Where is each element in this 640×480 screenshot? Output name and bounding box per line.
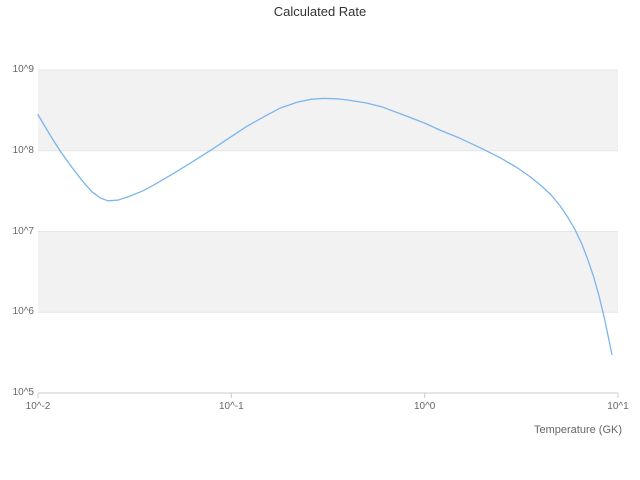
y-axis-tick-label: 10^8 [12,144,34,156]
x-axis-tick-label: 10^-2 [25,401,51,412]
x-axis-title: Temperature (GK) [533,424,622,436]
rate-line [37,97,613,356]
y-axis-tick-label: 10^7 [12,225,34,237]
grid-band [38,70,618,151]
grid-band [38,231,618,313]
y-axis-tick-label: 10^9 [12,64,34,75]
x-axis-tick-label: 10^1 [607,401,629,412]
y-axis-tick-label: 10^6 [12,306,34,318]
x-axis-tick-label: 10^-1 [218,401,244,412]
chart-title: Calculated Rate [273,4,367,19]
y-axis-tick-label: 10^5 [12,387,34,398]
x-axis-tick-label: 10^0 [413,401,436,412]
